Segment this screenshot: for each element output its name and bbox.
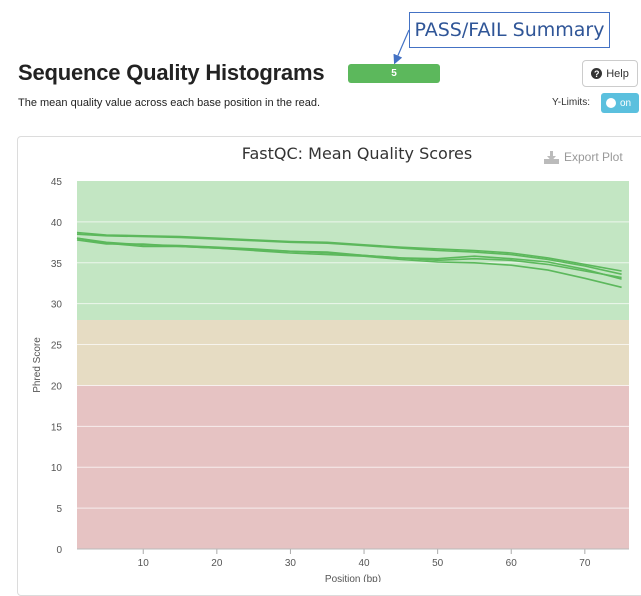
y-tick-label: 10	[51, 463, 63, 474]
x-tick-label: 20	[211, 558, 223, 569]
page-title: Sequence Quality Histograms	[18, 60, 325, 85]
toggle-label: on	[620, 97, 632, 109]
chart-title: FastQC: Mean Quality Scores	[242, 144, 472, 163]
help-label: Help	[606, 67, 629, 80]
series-line-5	[76, 237, 622, 280]
callout-label: PASS/FAIL Summary	[414, 19, 605, 41]
export-plot-button[interactable]: Export Plot	[544, 150, 623, 164]
download-icon	[544, 150, 559, 164]
series-line-4	[76, 239, 622, 289]
y-axis-title: Phred Score	[32, 337, 43, 393]
y-tick-label: 35	[51, 259, 63, 270]
status-count: 5	[391, 68, 397, 79]
x-tick-label: 40	[358, 558, 370, 569]
x-tick-label: 70	[579, 558, 591, 569]
quality-band-1	[77, 320, 629, 386]
pass-fail-status-bar[interactable]: 5	[348, 64, 440, 83]
y-tick-label: 45	[51, 177, 63, 188]
y-limits-toggle[interactable]: on	[601, 93, 639, 113]
y-tick-label: 15	[51, 422, 63, 433]
x-axis-title: Position (bp)	[325, 574, 381, 582]
mean-quality-chart: 0 5 10 15 20 25 30 35 40 45 10 20 30 40 50 60 70 FastQC: …	[32, 144, 629, 582]
question-icon: ?	[591, 68, 603, 79]
x-tick-label: 10	[138, 558, 150, 569]
y-tick-label: 40	[51, 218, 63, 229]
quality-band-0	[77, 181, 629, 321]
x-tick-label: 60	[506, 558, 518, 569]
toggle-knob	[606, 98, 616, 108]
x-tick-label: 50	[432, 558, 444, 569]
y-limits-label: Y-Limits:	[552, 97, 590, 108]
pass-fail-summary-callout: PASS/FAIL Summary	[409, 12, 610, 48]
y-tick-label: 5	[56, 504, 62, 515]
y-tick-label: 20	[51, 381, 63, 392]
help-button[interactable]: ? Help	[582, 60, 638, 87]
series-line-2	[76, 233, 622, 275]
y-tick-label: 0	[56, 545, 62, 556]
section-description: The mean quality value across each base …	[18, 97, 321, 109]
export-plot-label: Export Plot	[564, 150, 623, 164]
y-tick-label: 30	[51, 300, 63, 311]
y-tick-label: 25	[51, 341, 63, 352]
x-tick-label: 30	[285, 558, 297, 569]
